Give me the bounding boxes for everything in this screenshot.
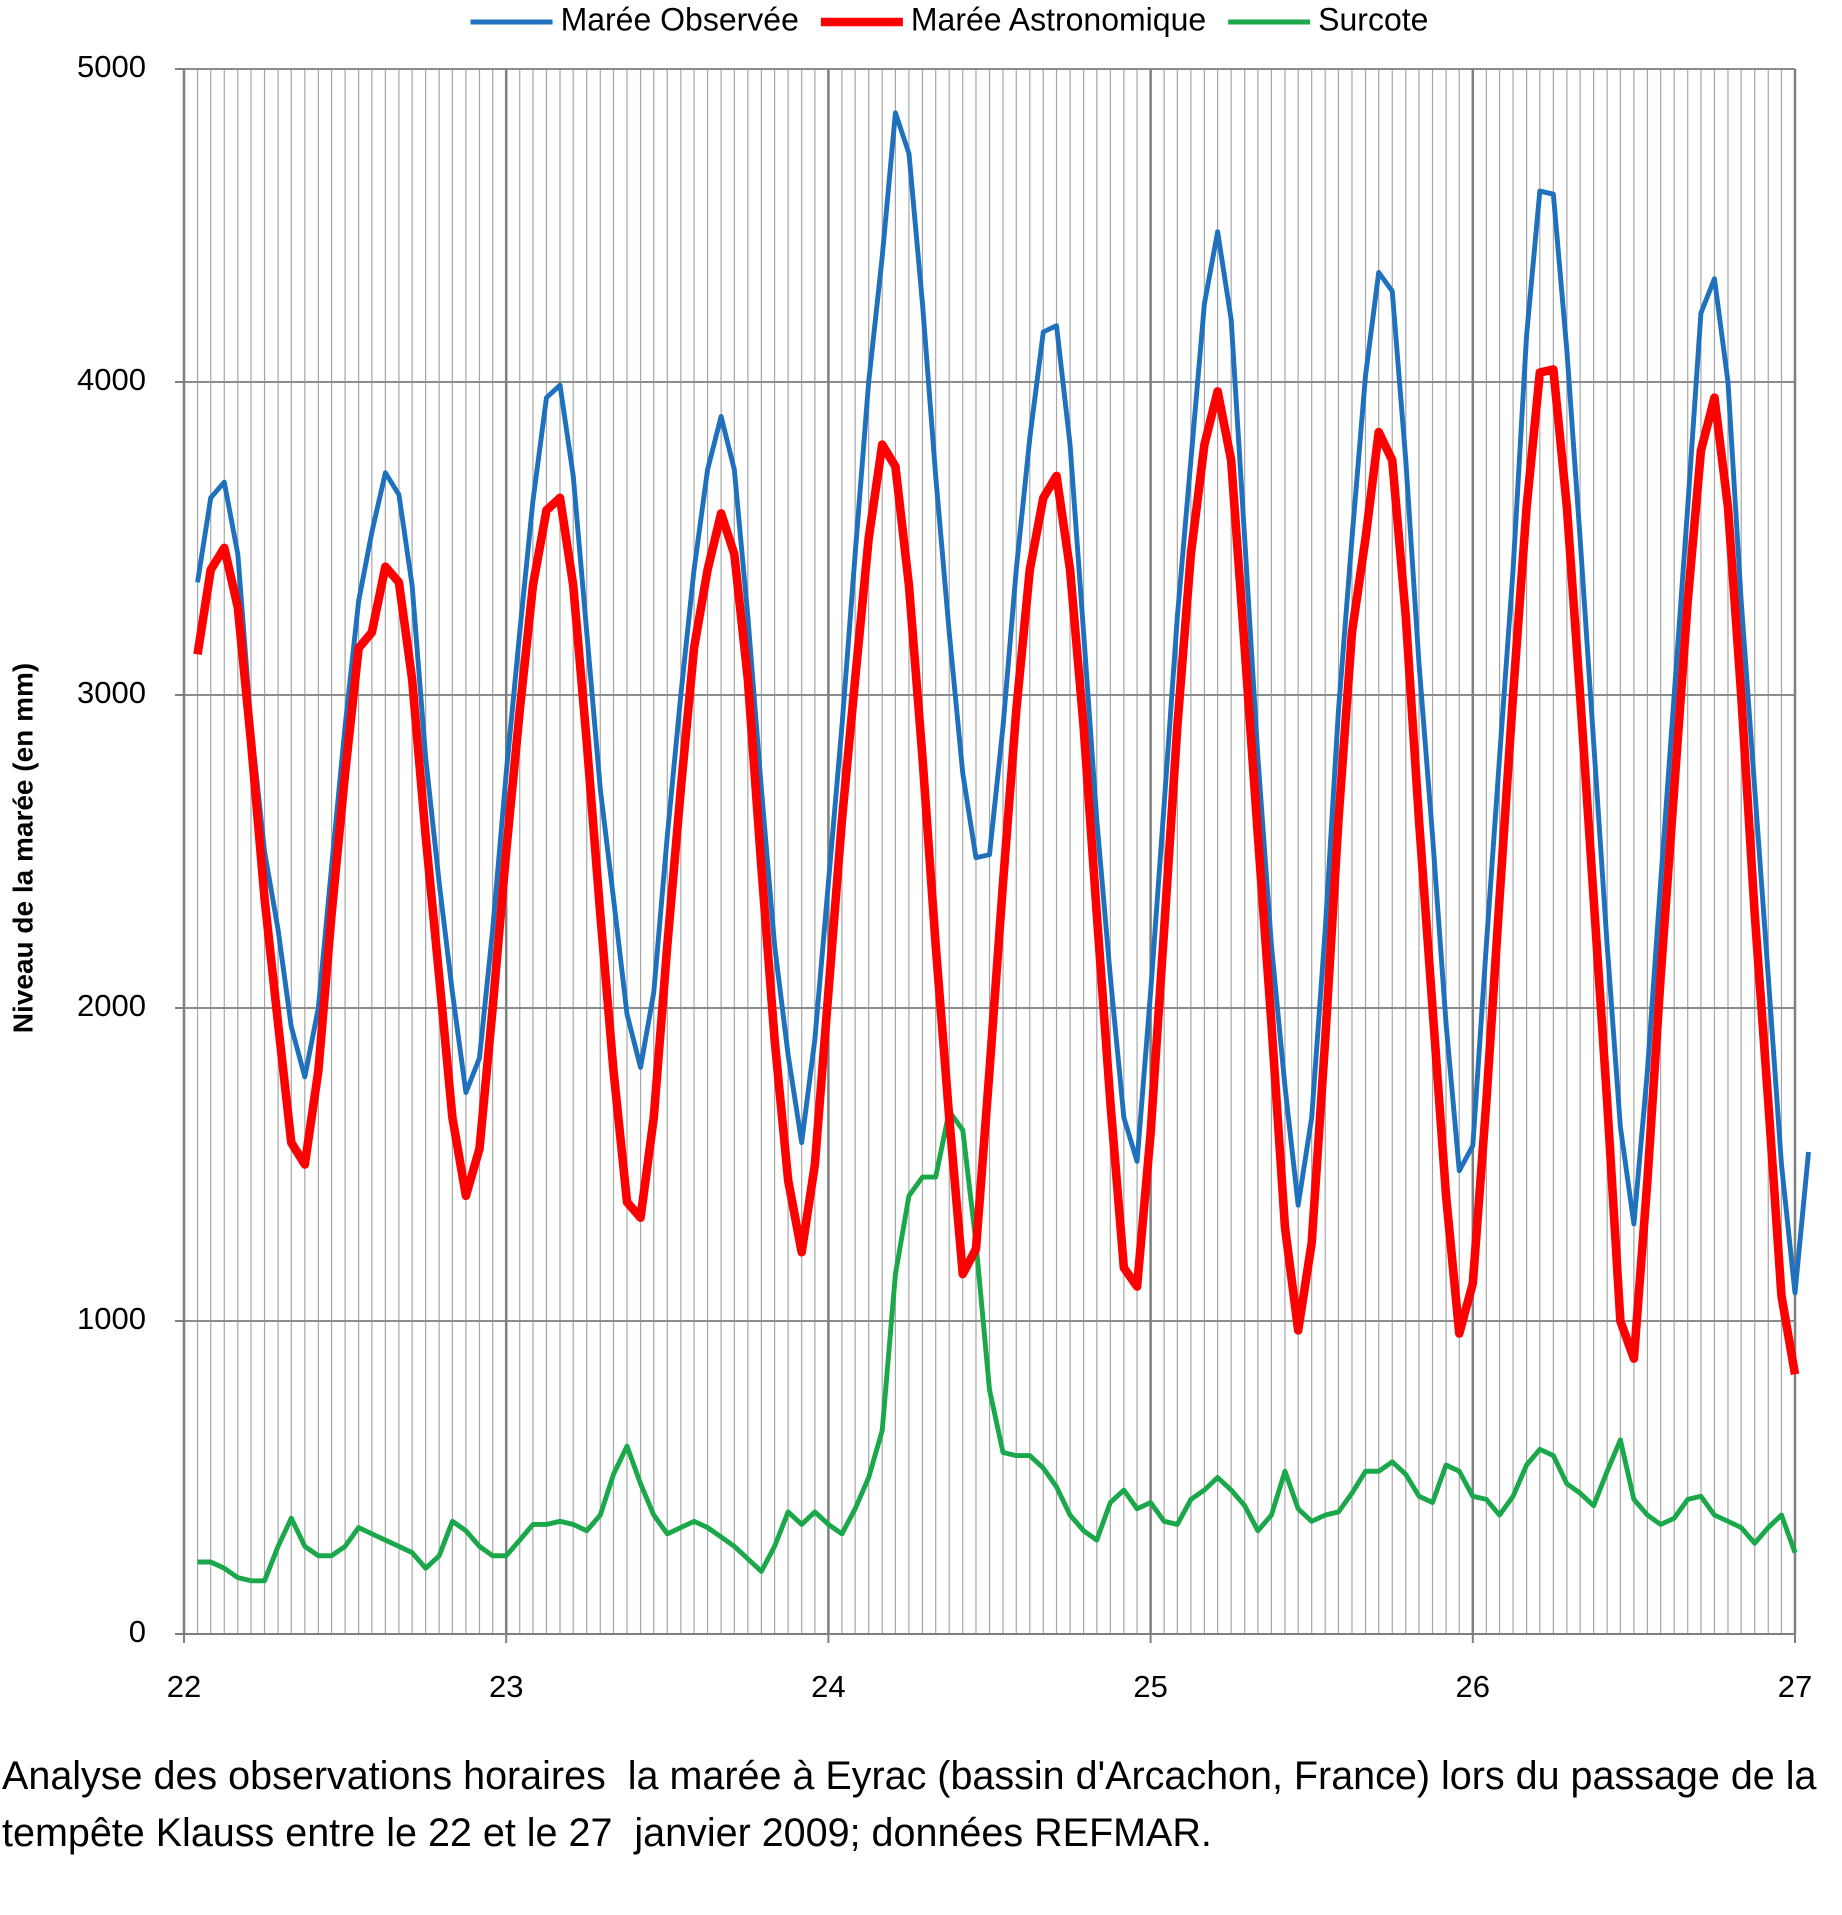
legend-label: Surcote (1318, 1, 1428, 37)
y-tick-label: 1000 (77, 1301, 146, 1336)
y-tick-label: 0 (129, 1614, 146, 1649)
x-tick-label: 26 (1456, 1669, 1490, 1704)
y-tick-label: 3000 (77, 675, 146, 710)
series-line (197, 1108, 1798, 1584)
y-tick-label: 5000 (77, 49, 146, 84)
x-tick-label: 27 (1778, 1669, 1812, 1704)
x-tick-label: 22 (167, 1669, 201, 1704)
series-line (195, 110, 1811, 1296)
series-line (193, 365, 1800, 1375)
x-tick-label: 25 (1133, 1669, 1167, 1704)
legend-label: Marée Observée (561, 1, 799, 37)
y-tick-label: 4000 (77, 362, 146, 397)
chart: Niveau de la marée (en mm) 0 1000 2000 3000… (7, 1, 1812, 1704)
y-tick-label: 2000 (77, 988, 146, 1023)
x-tick-label: 23 (489, 1669, 523, 1704)
y-axis-label: Niveau de la marée (en mm) (7, 663, 38, 1033)
legend: Marée Observée Marée Astronomique Surcote (470, 1, 1428, 37)
caption: Analyse des observations horaires la mar… (2, 1754, 1828, 1855)
legend-label: Marée Astronomique (911, 1, 1206, 37)
x-tick-label: 24 (811, 1669, 845, 1704)
